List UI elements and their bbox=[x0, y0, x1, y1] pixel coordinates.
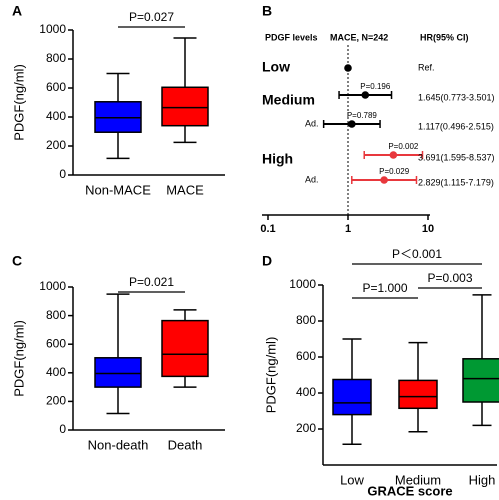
y-tick-label: 800 bbox=[296, 313, 316, 327]
header: MACE, N=242 bbox=[330, 32, 388, 42]
box bbox=[462, 358, 499, 403]
x-tick-label: High bbox=[469, 472, 496, 487]
y-tick-label: 1000 bbox=[39, 22, 66, 36]
group-label: High bbox=[262, 151, 293, 167]
y-tick-label: 200 bbox=[46, 138, 66, 152]
x-tick-label: MACE bbox=[166, 182, 204, 197]
box bbox=[161, 86, 209, 127]
box bbox=[161, 319, 209, 378]
header: PDGF levels bbox=[265, 32, 318, 42]
x-tick-label: 1 bbox=[345, 223, 351, 235]
p-value: P=0.021 bbox=[129, 275, 174, 289]
x-tick-label: Low bbox=[340, 472, 364, 487]
y-tick-label: 800 bbox=[46, 51, 66, 65]
x-tick-label: 0.1 bbox=[260, 223, 275, 235]
ci-text: 2.829(1.115-7.179) bbox=[418, 177, 494, 187]
ci-text: 1.645(0.773-3.501) bbox=[418, 92, 495, 102]
panel-label: D bbox=[262, 253, 272, 269]
panel-label: A bbox=[12, 3, 22, 19]
x-tick-label: Death bbox=[168, 437, 203, 452]
panel-label: B bbox=[262, 3, 272, 19]
hr-point bbox=[380, 176, 388, 184]
y-tick-label: 800 bbox=[46, 308, 66, 322]
box bbox=[332, 378, 372, 416]
ci-text: 1.117(0.496-2.515) bbox=[418, 121, 494, 131]
x-tick-label: Medium bbox=[395, 472, 441, 487]
hr-point bbox=[361, 91, 370, 99]
y-axis-label: PDGF(ng/ml) bbox=[263, 337, 278, 414]
box bbox=[94, 357, 142, 388]
p-value: P＜0.001 bbox=[392, 247, 442, 261]
hr-point bbox=[344, 64, 352, 72]
group-label: Medium bbox=[262, 92, 315, 108]
y-tick-label: 400 bbox=[296, 385, 316, 399]
header: HR(95% CI) bbox=[420, 32, 469, 42]
y-tick-label: 200 bbox=[46, 394, 66, 408]
x-tick-label: 10 bbox=[422, 223, 434, 235]
y-axis-label: PDGF(ng/ml) bbox=[11, 320, 26, 397]
x-axis-label: GRACE score bbox=[367, 483, 452, 498]
hr-point bbox=[348, 120, 356, 128]
p-value: P=1.000 bbox=[362, 281, 407, 295]
p-value: P=0.029 bbox=[379, 167, 410, 176]
y-tick-label: 600 bbox=[46, 336, 66, 350]
p-value: P=0.196 bbox=[360, 82, 391, 91]
box bbox=[398, 379, 438, 410]
p-value: P=0.002 bbox=[388, 142, 419, 151]
ci-text: 3.691(1.595-8.537) bbox=[418, 152, 495, 162]
y-tick-label: 1000 bbox=[289, 277, 316, 291]
ci-text: Ref. bbox=[418, 62, 435, 72]
p-value: P=0.027 bbox=[129, 10, 174, 24]
y-tick-label: 1000 bbox=[39, 279, 66, 293]
group-label: Low bbox=[262, 59, 290, 75]
y-tick-label: 0 bbox=[59, 167, 66, 181]
row-label: Ad. bbox=[305, 118, 319, 128]
row-label: Ad. bbox=[305, 174, 319, 184]
y-axis-label: PDGF(ng/ml) bbox=[11, 64, 26, 141]
y-tick-label: 600 bbox=[296, 349, 316, 363]
y-tick-label: 200 bbox=[296, 421, 316, 435]
x-tick-label: Non-death bbox=[88, 437, 149, 452]
x-tick-label: Non-MACE bbox=[85, 182, 151, 197]
p-value: P=0.003 bbox=[427, 271, 472, 285]
y-tick-label: 400 bbox=[46, 109, 66, 123]
p-value: P=0.789 bbox=[347, 111, 378, 120]
y-tick-label: 0 bbox=[59, 422, 66, 436]
panel-label: C bbox=[12, 253, 22, 269]
y-tick-label: 600 bbox=[46, 80, 66, 94]
hr-point bbox=[389, 151, 398, 159]
y-tick-label: 400 bbox=[46, 365, 66, 379]
